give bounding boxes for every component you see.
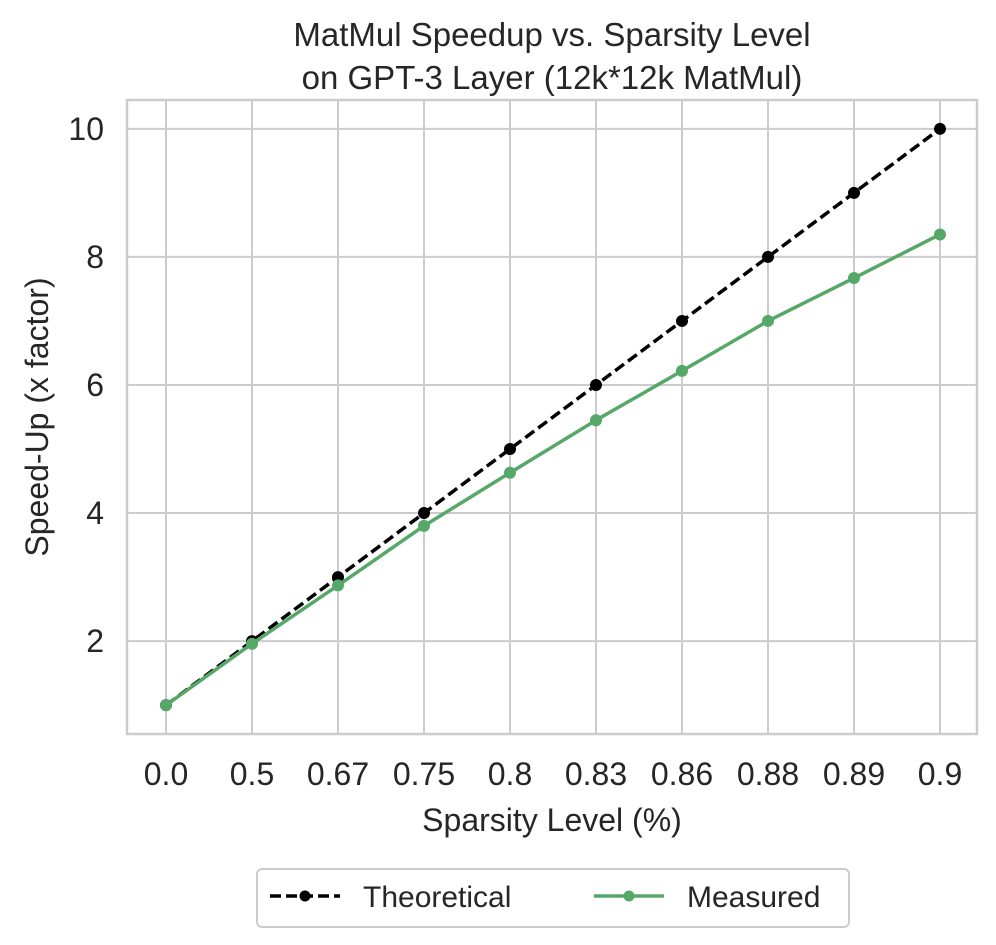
data-point-theoretical xyxy=(332,571,344,584)
x-tick-label: 0.88 xyxy=(737,756,799,792)
series-layer xyxy=(160,122,946,712)
data-point-theoretical xyxy=(934,122,946,135)
chart-title: MatMul Speedup vs. Sparsity Level xyxy=(293,16,810,53)
data-point-theoretical xyxy=(676,314,688,327)
legend-frame xyxy=(256,868,850,928)
y-tick-label: 2 xyxy=(86,623,104,659)
x-tick-label: 0.5 xyxy=(230,756,274,792)
data-point-theoretical xyxy=(504,443,516,456)
plot-frame xyxy=(125,98,979,736)
legend-theoretical-marker xyxy=(299,890,311,902)
chart-subtitle: on GPT-3 Layer (12k*12k MatMul) xyxy=(302,59,803,96)
data-point-measured xyxy=(160,699,172,712)
legend: Theoretical Measured xyxy=(256,868,850,928)
x-axis-label: Sparsity Level (%) xyxy=(422,802,682,838)
data-point-measured xyxy=(762,314,774,327)
legend-measured-marker xyxy=(623,890,635,902)
x-tick-label: 0.83 xyxy=(565,756,627,792)
series-line-theoretical xyxy=(164,127,942,707)
data-point-measured xyxy=(418,519,430,532)
data-point-measured xyxy=(676,364,688,377)
x-tick-label: 0.86 xyxy=(651,756,713,792)
x-tick-label: 0.0 xyxy=(144,756,188,792)
series-line-measured xyxy=(164,232,941,707)
x-tick-label: 0.67 xyxy=(307,756,369,792)
legend-theoretical-label: Theoretical xyxy=(363,881,511,914)
y-tick-labels: 2 4 6 8 10 xyxy=(68,111,104,659)
data-point-theoretical xyxy=(762,250,774,263)
data-point-measured xyxy=(504,466,516,479)
data-point-measured xyxy=(934,228,946,241)
y-axis-label: Speed-Up (x factor) xyxy=(19,277,55,556)
y-tick-label: 6 xyxy=(86,367,104,403)
x-tick-label: 0.89 xyxy=(823,756,885,792)
x-tick-labels: 0.0 0.5 0.67 0.75 0.8 0.83 0.86 0.88 0.89 0.9 xyxy=(144,756,962,792)
data-point-measured xyxy=(246,637,258,650)
data-point-measured xyxy=(590,414,602,427)
data-point-measured xyxy=(848,272,860,285)
y-tick-label: 4 xyxy=(86,495,104,531)
y-tick-label: 8 xyxy=(86,239,104,275)
data-point-theoretical xyxy=(848,186,860,199)
y-tick-label: 10 xyxy=(68,111,104,147)
x-tick-label: 0.8 xyxy=(488,756,532,792)
x-tick-label: 0.9 xyxy=(918,756,962,792)
data-point-theoretical xyxy=(418,507,430,520)
x-tick-label: 0.75 xyxy=(393,756,455,792)
legend-measured-label: Measured xyxy=(687,881,820,914)
data-point-measured xyxy=(332,579,344,592)
data-point-theoretical xyxy=(590,378,602,391)
